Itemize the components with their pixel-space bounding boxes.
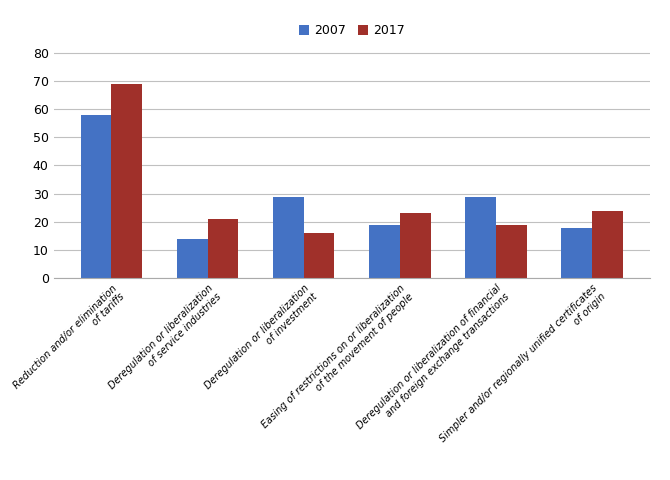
Bar (496, 225, 527, 278)
Bar (592, 211, 623, 278)
Bar (304, 233, 334, 278)
Bar (369, 225, 400, 278)
Bar (208, 219, 239, 278)
Bar (273, 196, 304, 278)
Bar (80, 115, 111, 278)
Bar (400, 214, 431, 278)
Legend: 2007, 2017: 2007, 2017 (295, 21, 409, 41)
Bar (561, 228, 592, 278)
Bar (177, 239, 208, 278)
Bar (111, 84, 142, 278)
Bar (465, 196, 496, 278)
